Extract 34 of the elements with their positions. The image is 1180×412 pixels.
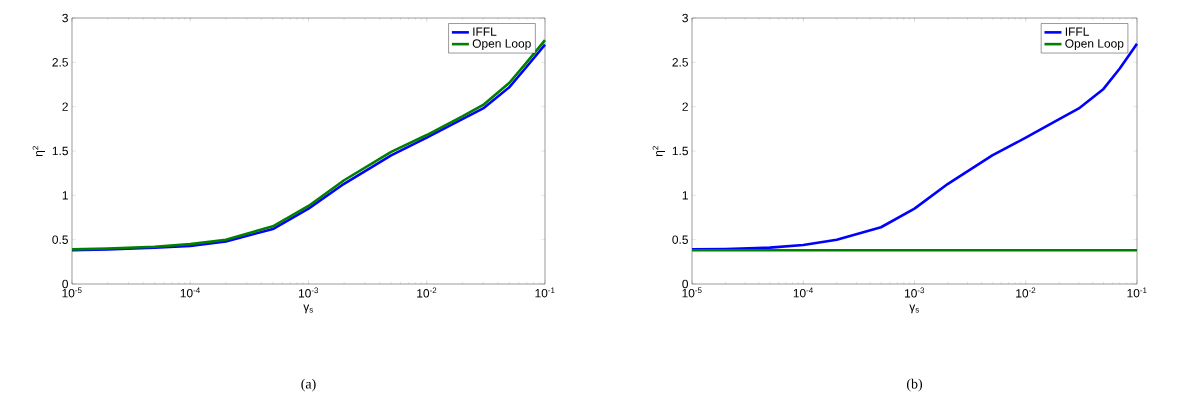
y-tick-label: 1.5 bbox=[52, 146, 68, 156]
y-tick-label: 2.5 bbox=[672, 58, 688, 67]
legend-label: Open Loop bbox=[1065, 39, 1124, 51]
x-tick-label: 10$^{-2}$ bbox=[417, 287, 437, 298]
y-tick-label: 0.5 bbox=[672, 235, 688, 244]
x-tick-label: 10$^{-3}$ bbox=[298, 287, 319, 298]
x-tick-label: 10$^{-2}$ bbox=[1016, 287, 1036, 298]
y-axis-title: η$^{2}$ bbox=[652, 146, 666, 157]
y-tick-label: 1 bbox=[62, 191, 68, 200]
y-tick-label: 2 bbox=[62, 102, 68, 111]
x-axis-title: γ$_{s}$ bbox=[303, 304, 313, 314]
y-tick-label: 2 bbox=[682, 102, 688, 111]
y-axis-title: η$^{2}$ bbox=[32, 146, 46, 157]
x-tick-label: 10$^{-5}$ bbox=[62, 287, 82, 298]
y-tick-label: 1 bbox=[682, 191, 688, 200]
y-tick-label: 1.5 bbox=[672, 146, 688, 156]
legend-label: Open Loop bbox=[472, 39, 531, 51]
legend-label: IFFL bbox=[473, 27, 497, 36]
x-tick-label: 10$^{-1}$ bbox=[1127, 287, 1147, 298]
x-tick-label: 10$^{-5}$ bbox=[682, 287, 702, 298]
text: (a) bbox=[301, 378, 316, 392]
y-tick-label: 2.5 bbox=[52, 58, 68, 67]
x-tick-label: 10$^{-1}$ bbox=[535, 287, 555, 298]
x-tick-label: 10$^{-4}$ bbox=[180, 287, 200, 298]
y-tick-label: 3 bbox=[62, 13, 68, 23]
x-tick-label: 10$^{-4}$ bbox=[793, 287, 813, 298]
y-tick-label: 0 bbox=[682, 279, 689, 289]
legend-label: IFFL bbox=[1065, 27, 1089, 36]
text: (b) bbox=[906, 378, 923, 392]
y-tick-label: 3 bbox=[682, 13, 688, 23]
x-axis-title: γ$_{s}$ bbox=[909, 304, 919, 314]
y-tick-label: 0.5 bbox=[52, 235, 68, 244]
y-tick-label: 0 bbox=[62, 279, 69, 289]
x-tick-label: 10$^{-3}$ bbox=[904, 287, 925, 298]
